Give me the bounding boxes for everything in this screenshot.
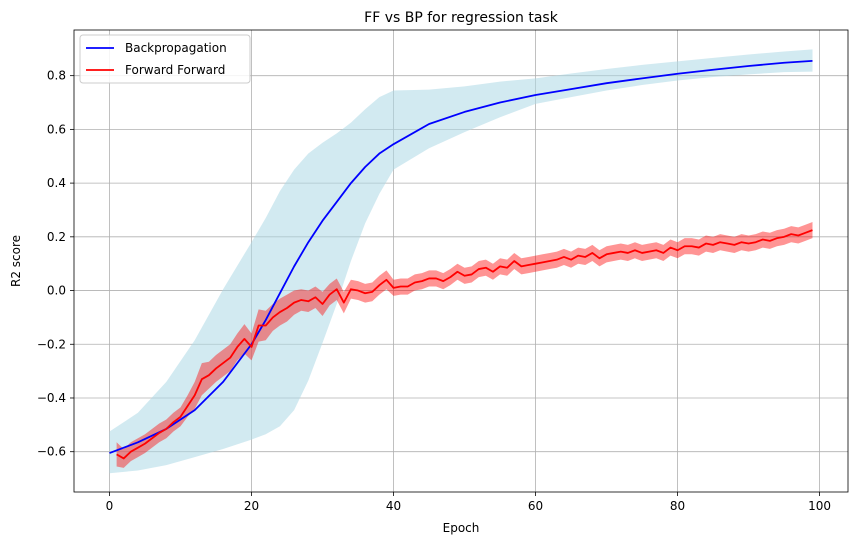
legend-label-backpropagation: Backpropagation <box>125 41 227 55</box>
x-tick-label: 80 <box>670 499 685 513</box>
band-backpropagation <box>109 49 813 474</box>
x-tick-label: 40 <box>386 499 401 513</box>
y-tick-label: 0.0 <box>47 284 66 298</box>
confidence-bands <box>109 49 813 474</box>
y-tick-label: −0.6 <box>37 445 66 459</box>
band-forward-forward <box>116 222 813 468</box>
y-tick-label: −0.2 <box>37 337 66 351</box>
y-tick-label: 0.6 <box>47 122 66 136</box>
x-tick-label: 60 <box>528 499 543 513</box>
x-tick-label: 0 <box>106 499 114 513</box>
y-tick-label: 0.8 <box>47 69 66 83</box>
legend-box <box>79 34 251 84</box>
x-axis: 0 20 40 60 80 100 <box>106 492 831 513</box>
series-lines <box>109 59 813 460</box>
legend-label-forward-forward: Forward Forward <box>125 63 225 77</box>
line-forward-forward <box>116 229 813 460</box>
x-tick-label: 100 <box>808 499 831 513</box>
y-axis: −0.6 −0.4 −0.2 0.0 0.2 0.4 0.6 0.8 <box>37 69 74 459</box>
y-axis-label: R2 score <box>9 235 23 287</box>
x-tick-label: 20 <box>244 499 259 513</box>
y-tick-label: 0.4 <box>47 176 66 190</box>
legend: Backpropagation Forward Forward <box>79 34 251 84</box>
y-tick-label: 0.2 <box>47 230 66 244</box>
x-axis-label: Epoch <box>443 521 480 535</box>
chart-title: FF vs BP for regression task <box>364 10 559 26</box>
y-tick-label: −0.4 <box>37 391 66 405</box>
line-backpropagation <box>109 59 813 454</box>
plot-frame <box>73 29 849 493</box>
